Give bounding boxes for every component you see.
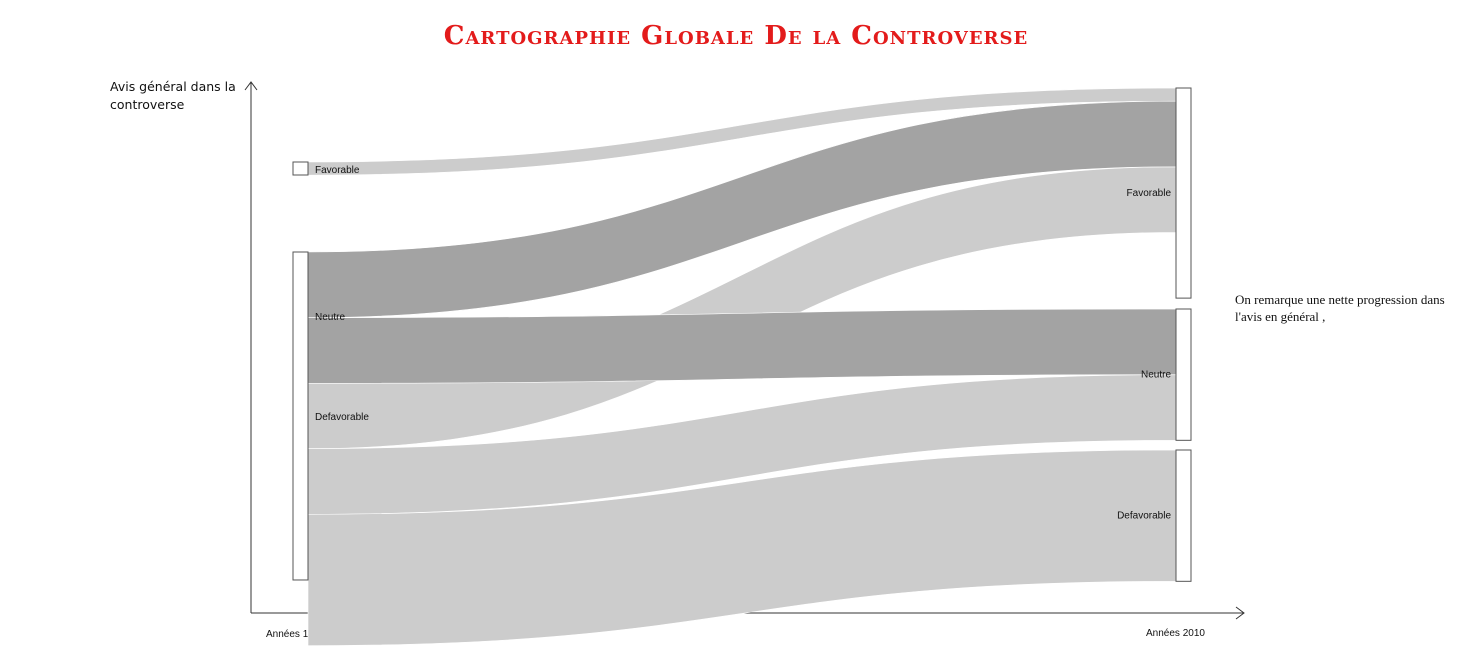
flow-nodes: Favorable Neutre Defavorable Favorable Neutr…: [292, 87, 1192, 582]
commentary-note-line-2: l'avis en général ,: [1235, 309, 1325, 324]
node-label-defavorable-1980: Defavorable: [315, 412, 369, 423]
node-label-favorable-2010: Favorable: [1127, 188, 1172, 199]
node-label-favorable-1980: Favorable: [315, 165, 360, 176]
y-axis-label: Avis général dans la controverse: [110, 79, 240, 112]
flow-link-neu-1980-to-neu-2010: [307, 308, 1177, 384]
y-axis-label-line-2: controverse: [110, 97, 185, 112]
y-axis-arrowhead: [244, 81, 258, 91]
node-favorable-2010: [1175, 87, 1192, 299]
node-favorable-1980: [292, 161, 309, 176]
commentary-note: On remarque une nette progression dans l…: [1235, 292, 1448, 324]
x-axis-end-label: Années 2010: [1146, 628, 1205, 639]
node-label-neutre-2010: Neutre: [1141, 370, 1171, 381]
y-axis-label-line-1: Avis général dans la: [110, 79, 236, 94]
diagram-title: Cartographie Globale De la Controverse: [444, 21, 1028, 51]
node-neutre-2010: [1175, 308, 1192, 441]
flow-links: [307, 87, 1177, 646]
node-neutre-defavorable-1980: [292, 251, 309, 581]
x-axis-arrowhead: [1235, 606, 1245, 620]
commentary-note-line-1: On remarque une nette progression dans: [1235, 292, 1445, 307]
node-defavorable-2010: [1175, 449, 1192, 582]
node-label-neutre-1980: Neutre: [315, 312, 345, 323]
node-label-defavorable-2010: Defavorable: [1117, 511, 1171, 522]
x-axis-start-label: Années 1980: [266, 629, 325, 640]
